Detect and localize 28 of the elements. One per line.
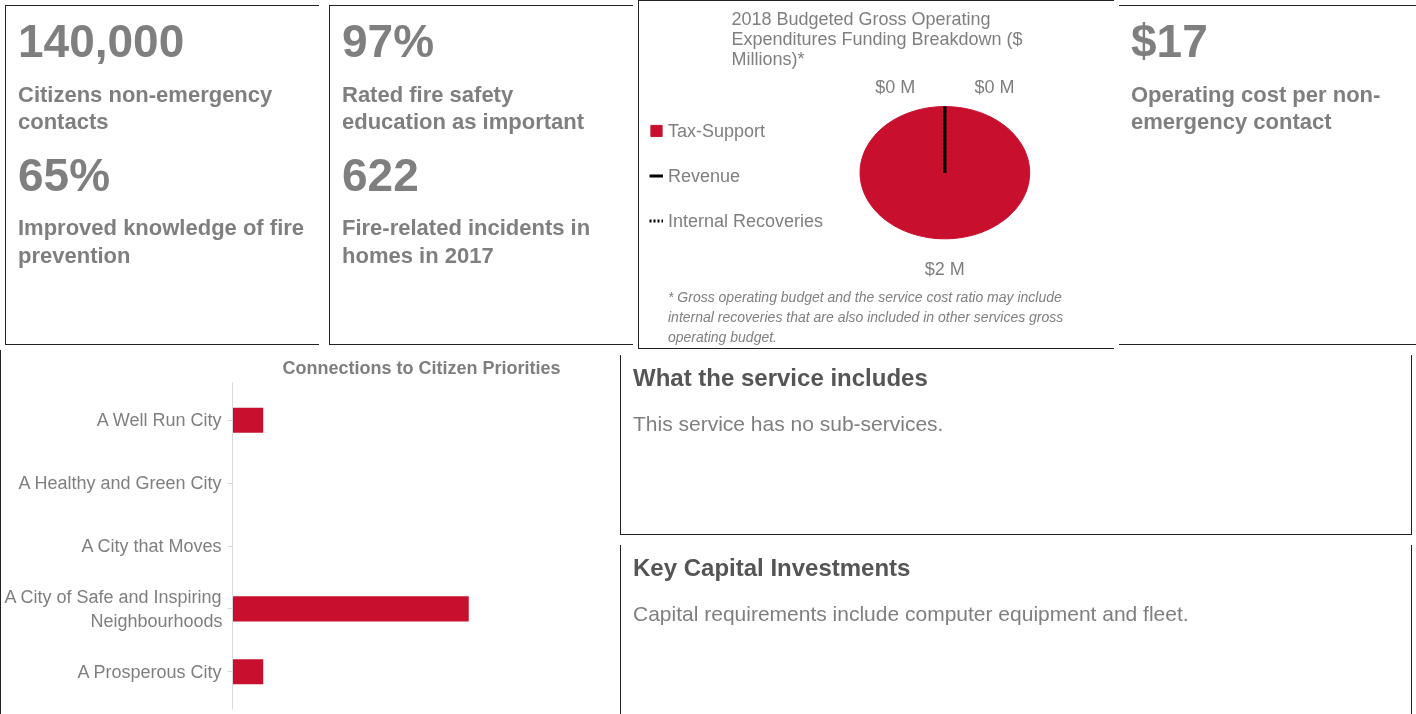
text: Improved knowledge of fire prevention: [18, 214, 306, 270]
text: 622: [342, 148, 420, 201]
text: 140,000: [18, 15, 186, 67]
text: What the service includes: [633, 363, 929, 393]
y-tick-label: A Prosperous City: [77, 661, 222, 682]
text: Citizens non-emergency contacts: [18, 80, 274, 136]
text: Capital requirements include computer equipment and fleet.: [633, 601, 1189, 628]
y-tick-label: A City of Safe and Inspiring Neighbourhoods: [4, 586, 223, 631]
text: This service has no sub-services.: [633, 411, 944, 438]
y-tick-label: A Healthy and Green City: [18, 473, 222, 494]
legend-label: Revenue: [668, 165, 741, 186]
text: $0 M: [974, 76, 1015, 97]
chart-title: 2018 Budgeted Gross Operating Expenditures Funding Breakdown ($ Millions)*: [731, 8, 1023, 69]
legend-label: Internal Recoveries: [668, 210, 824, 231]
text: 97%: [342, 15, 436, 67]
text: $17: [1131, 15, 1209, 67]
data-label: $2 M: [924, 258, 965, 279]
text: Operating cost per non-emergency contact: [1131, 80, 1382, 136]
text: $0 M: [875, 76, 916, 97]
legend-label: Tax-Support: [668, 120, 766, 141]
text: Fire-related incidents in homes in 2017: [342, 214, 592, 270]
text: * Gross operating budget and the service cost ratio may include internal recoveries that are also included in other services gross operating budget.: [668, 288, 1065, 347]
text: 65%: [18, 148, 112, 201]
y-tick-label: A City that Moves: [81, 536, 222, 556]
chart-title: Connections to Citizen Priorities: [282, 357, 561, 378]
text: Key Capital Investments: [633, 553, 912, 583]
y-tick-label: A Well Run City: [96, 410, 222, 431]
text: Rated fire safety education as important: [342, 80, 586, 136]
